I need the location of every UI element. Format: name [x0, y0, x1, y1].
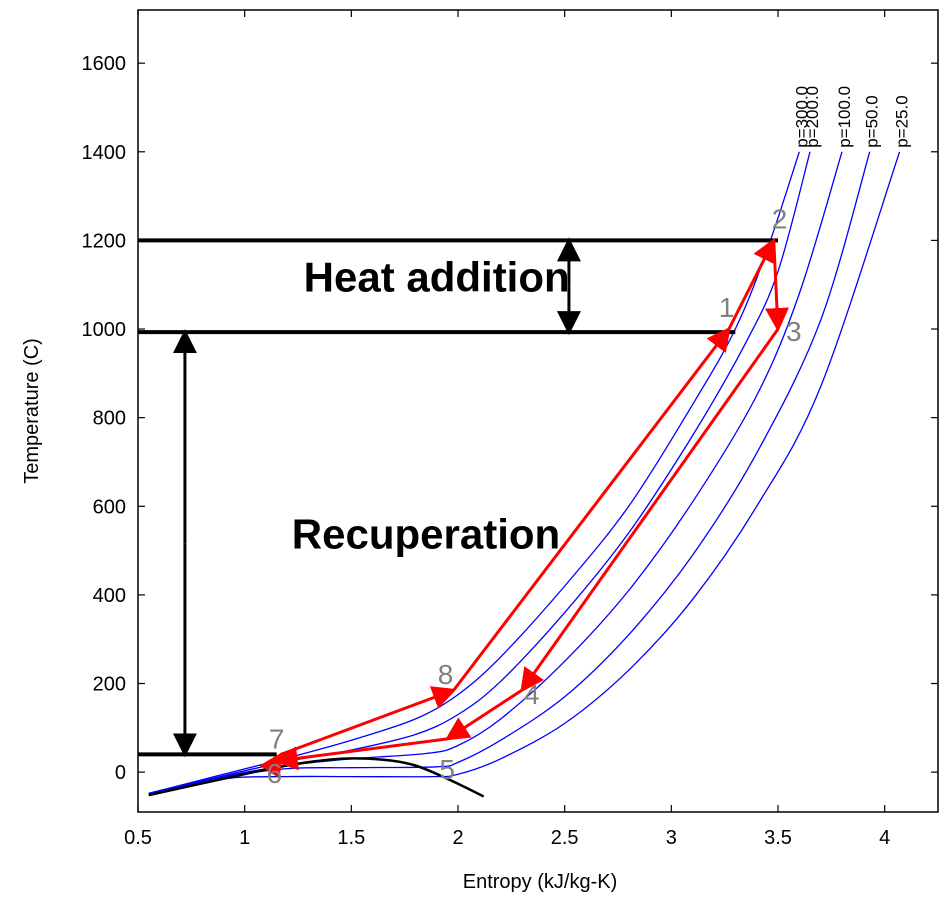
- state-label-8: 8: [438, 659, 454, 690]
- annotation-0: Heat addition: [304, 253, 570, 300]
- isobar-label-2: p=100.0: [835, 86, 854, 148]
- state-label-7: 7: [269, 723, 285, 754]
- reference-lines: [138, 237, 778, 758]
- state-label-1: 1: [719, 292, 735, 323]
- cycle-path: [259, 237, 789, 779]
- isobar-label-0: p=300.0: [792, 86, 811, 148]
- x-tick-label-2: 1.5: [337, 827, 365, 849]
- isobar-line-4: [148, 151, 901, 795]
- state-label-4: 4: [524, 679, 540, 710]
- x-tick-label-3: 2: [452, 827, 463, 849]
- x-tick-label-1: 1: [239, 827, 250, 849]
- cycle-segment-5-6: [273, 737, 448, 771]
- y-tick-label-0: 0: [115, 762, 126, 784]
- isobar-line-2: [148, 151, 843, 795]
- cycle-segment-8-1: [452, 326, 731, 692]
- annotation-1: Recuperation: [292, 510, 560, 557]
- isobar-label-1: p=200.0: [803, 86, 822, 148]
- x-tick-label-6: 3.5: [764, 827, 792, 849]
- plot-frame: [137, 9, 939, 813]
- y-tick-label-2: 400: [93, 585, 126, 607]
- y-tick-label-5: 1000: [82, 319, 127, 341]
- chart-labels: p=300.0p=200.0 p=100.0 p=50.0 p=25.0 1 2 3 4 5 6 7…: [267, 86, 912, 789]
- isobar-label-4: p=25.0: [893, 95, 912, 147]
- dome-line: [148, 757, 485, 798]
- y-tick-label-3: 600: [93, 496, 126, 518]
- y-tick-label-6: 1200: [82, 230, 127, 252]
- saturation-dome: [148, 757, 485, 798]
- cycle-segment-7-8: [280, 686, 457, 756]
- y-tick-label-8: 1600: [82, 53, 127, 75]
- cycle-segment-4-5: [444, 688, 523, 741]
- x-tick-label-5: 3: [666, 827, 677, 849]
- y-axis-label: Temperature (C): [21, 338, 43, 484]
- x-tick-label-4: 2.5: [551, 827, 579, 849]
- x-tick-label-7: 4: [879, 827, 890, 849]
- state-label-5: 5: [439, 754, 455, 785]
- cycle-segment-1-2: [727, 237, 776, 330]
- cycle-segment-6-7: [259, 751, 283, 779]
- state-label-6: 6: [267, 758, 283, 789]
- cycle-segment-2-3: [765, 240, 789, 333]
- isobar-line-0: [148, 151, 800, 795]
- x-axis-label: Entropy (kJ/kg-K): [463, 871, 617, 893]
- y-tick-label-4: 800: [93, 408, 126, 430]
- x-tick-label-0: 0.5: [124, 827, 152, 849]
- axis-ticks: 0.5 1 1.5 2 2.5 3 3.5 4 0 200 400 600 800 1000 1200 140…: [82, 10, 938, 849]
- y-tick-label-1: 200: [93, 674, 126, 696]
- y-tick-label-7: 1400: [82, 142, 127, 164]
- cycle-segment-3-4: [520, 328, 780, 693]
- isobar-label-3: p=50.0: [863, 95, 882, 147]
- state-label-3: 3: [786, 316, 802, 347]
- state-label-2: 2: [772, 203, 788, 234]
